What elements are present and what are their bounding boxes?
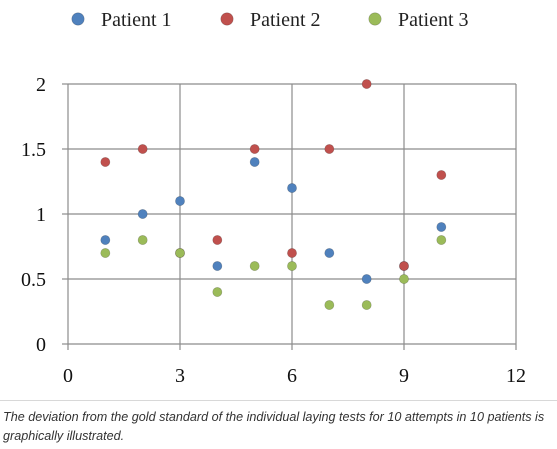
- y-tick-label: 1: [36, 204, 46, 226]
- data-point-series-2: [324, 144, 335, 154]
- y-tick-label: 1.5: [21, 139, 46, 161]
- data-point-series-1: [100, 235, 111, 245]
- data-point-series-1: [175, 196, 185, 206]
- data-point-series-1: [361, 274, 372, 284]
- data-point-series-1: [324, 248, 335, 258]
- data-point-series-3: [399, 274, 409, 284]
- legend-label-series-3: Patient 3: [398, 9, 469, 31]
- data-point-series-1: [287, 183, 297, 193]
- x-tick-label: 12: [506, 365, 526, 387]
- legend-marker-series-2: [220, 12, 234, 26]
- data-point-series-3: [436, 235, 447, 245]
- data-point-series-2: [287, 248, 297, 258]
- data-points: [100, 79, 447, 310]
- data-point-series-3: [137, 235, 148, 245]
- legend-label-series-1: Patient 1: [101, 9, 172, 31]
- data-point-series-3: [361, 300, 372, 310]
- data-point-series-3: [100, 248, 111, 258]
- data-point-series-1: [249, 157, 260, 167]
- data-point-series-2: [212, 235, 223, 245]
- scatter-chart-figure: Patient 1 Patient 2 Patient 3 0 0.5 1 1.5 2 0 3…: [21, 9, 526, 387]
- legend-marker-series-1: [71, 12, 85, 26]
- y-tick-label: 2: [36, 74, 46, 96]
- x-tick-label: 0: [63, 365, 73, 387]
- x-tick-label: 6: [287, 365, 297, 387]
- figure-caption: The deviation from the gold standard of …: [3, 410, 545, 443]
- y-axis-tick-labels: 0 0.5 1 1.5 2: [21, 74, 46, 356]
- x-tick-label: 3: [175, 365, 185, 387]
- y-tick-label: 0.5: [21, 269, 46, 291]
- data-point-series-3: [249, 261, 260, 271]
- chart-legend: Patient 1 Patient 2 Patient 3: [71, 9, 469, 31]
- legend-marker-series-3: [368, 12, 382, 26]
- y-tick-label: 0: [36, 334, 46, 356]
- data-point-series-3: [175, 248, 185, 258]
- data-point-series-1: [436, 222, 447, 232]
- caption-divider: [0, 400, 557, 401]
- x-tick-label: 9: [399, 365, 409, 387]
- scatter-chart: Patient 1 Patient 2 Patient 3 0 0.5 1 1.5 2 0 3…: [21, 9, 526, 387]
- x-axis-tick-labels: 0 3 6 9 12: [63, 365, 526, 387]
- data-point-series-1: [137, 209, 148, 219]
- data-point-series-2: [137, 144, 148, 154]
- legend-label-series-2: Patient 2: [250, 9, 321, 31]
- data-point-series-2: [399, 261, 409, 271]
- data-point-series-2: [436, 170, 447, 180]
- data-point-series-3: [212, 287, 223, 297]
- data-point-series-2: [249, 144, 260, 154]
- data-point-series-3: [324, 300, 335, 310]
- data-point-series-3: [287, 261, 297, 271]
- data-point-series-2: [361, 79, 372, 89]
- data-point-series-2: [100, 157, 111, 167]
- chart-grid: [68, 83, 517, 344]
- chart-axes: [62, 83, 517, 350]
- data-point-series-1: [212, 261, 223, 271]
